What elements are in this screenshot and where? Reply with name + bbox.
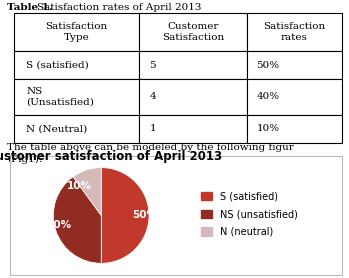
Text: Table 1.: Table 1. (7, 3, 53, 12)
Legend: S (satisfied), NS (unsatisfied), N (neutral): S (satisfied), NS (unsatisfied), N (neut… (197, 187, 302, 241)
Wedge shape (101, 168, 149, 263)
Wedge shape (73, 168, 101, 215)
Text: The table above can be modeled by the following figur: The table above can be modeled by the fo… (7, 143, 294, 152)
Wedge shape (53, 177, 101, 263)
Text: 50%: 50% (132, 210, 157, 220)
Text: 40%: 40% (46, 220, 72, 230)
Text: 10%: 10% (67, 181, 91, 191)
Text: Satisfaction rates of April 2013: Satisfaction rates of April 2013 (37, 3, 201, 12)
Text: Customer satisfaction of April 2013: Customer satisfaction of April 2013 (0, 150, 222, 163)
Text: (Fig1):: (Fig1): (7, 155, 42, 164)
